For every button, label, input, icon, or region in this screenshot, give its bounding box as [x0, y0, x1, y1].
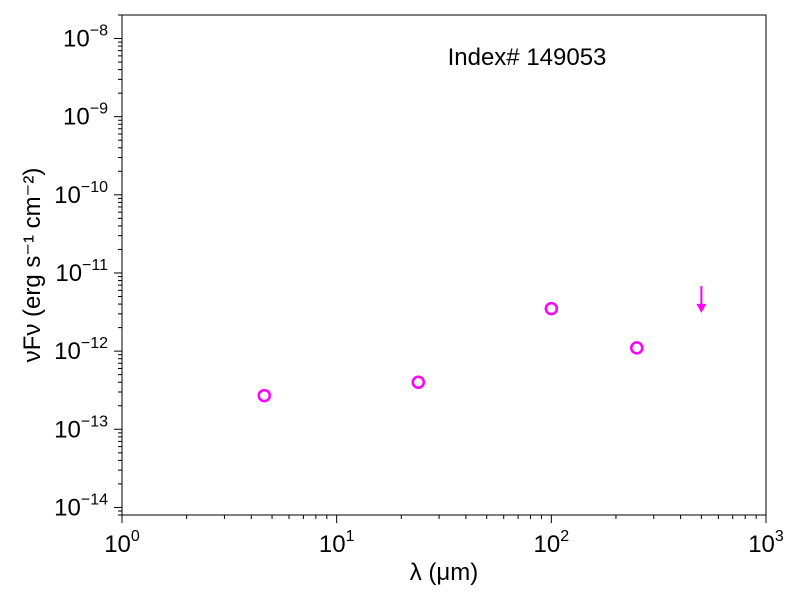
plot-frame [121, 14, 767, 516]
x-tick-base: 10 [534, 531, 561, 558]
y-tick-base: 10 [54, 494, 81, 521]
y-tick-exponent: −11 [82, 257, 108, 274]
x-tick-base: 10 [319, 531, 346, 558]
y-tick-exponent: −8 [90, 23, 108, 40]
x-axis-label: λ (μm) [410, 559, 478, 586]
y-tick-exponent: −12 [81, 335, 108, 352]
x-tick-exponent: 1 [346, 528, 355, 545]
y-tick-base: 10 [55, 260, 82, 287]
y-tick-exponent: −14 [81, 491, 108, 508]
y-tick-label: 10−14 [54, 491, 108, 521]
upper-limit-arrow-head [696, 303, 707, 313]
y-tick-base: 10 [63, 104, 90, 131]
index-annotation: Index# 149053 [448, 44, 607, 71]
data-point [257, 388, 272, 403]
x-tick-exponent: 3 [775, 528, 784, 545]
y-tick-label: 10−10 [54, 179, 108, 209]
y-tick-label: 10−8 [63, 23, 108, 53]
x-tick-exponent: 2 [560, 528, 569, 545]
y-tick-base: 10 [54, 416, 81, 443]
data-point [544, 301, 559, 316]
x-tick-base: 10 [104, 531, 131, 558]
y-axis-label: νFν (erg s⁻¹ cm⁻²) [19, 168, 46, 363]
y-tick-label: 10−9 [63, 101, 108, 131]
x-tick-label: 100 [104, 528, 140, 558]
y-tick-label: 10−11 [55, 257, 108, 287]
y-tick-label: 10−13 [54, 413, 108, 443]
x-axis: 100 101 102 103 [104, 515, 784, 558]
y-tick-exponent: −9 [90, 101, 108, 118]
y-tick-base: 10 [54, 338, 81, 365]
upper-limit-arrow [696, 285, 707, 313]
x-tick-base: 10 [748, 531, 775, 558]
data-marks [257, 285, 707, 403]
y-tick-base: 10 [63, 26, 90, 53]
y-tick-exponent: −13 [81, 413, 108, 430]
x-tick-label: 103 [748, 528, 784, 558]
y-tick-base: 10 [54, 182, 81, 209]
x-tick-exponent: 0 [131, 528, 140, 545]
data-point [411, 375, 426, 389]
x-tick-label: 101 [319, 528, 355, 558]
data-point [630, 341, 644, 355]
y-tick-exponent: −10 [81, 179, 108, 196]
x-tick-label: 102 [534, 528, 570, 558]
y-tick-label: 10−12 [54, 335, 108, 365]
